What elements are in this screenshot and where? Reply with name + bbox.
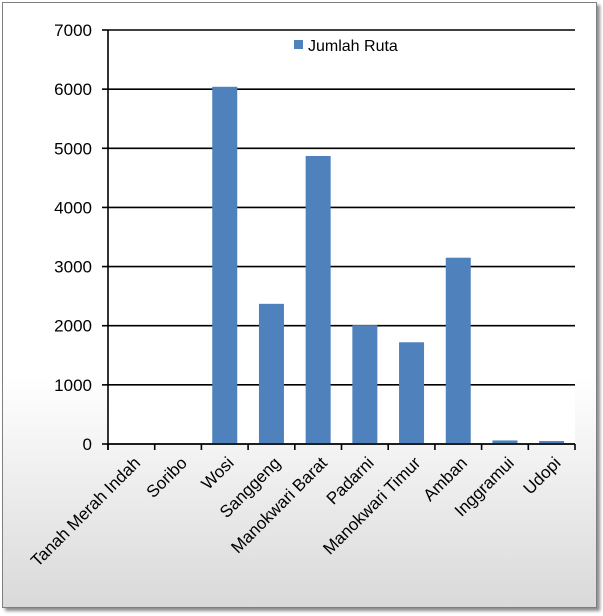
x-tick-label: Soribo: [143, 453, 191, 501]
bar: [305, 155, 331, 444]
y-tick-label: 3000: [54, 258, 92, 277]
x-tick-label: Wosi: [198, 453, 238, 493]
plot-background: [108, 30, 575, 444]
x-tick-label: Tanah Merah Indah: [27, 453, 144, 570]
plot-area: [108, 30, 575, 444]
legend-swatch: [294, 40, 303, 49]
bar-series: [108, 86, 575, 445]
bar: [399, 342, 425, 444]
y-tick-label: 7000: [54, 21, 92, 40]
y-axis-ticks: 0 1000 2000 3000 4000 5000 6000 7000: [54, 21, 92, 454]
y-tick-label: 6000: [54, 80, 92, 99]
bar: [445, 257, 471, 444]
bar: [212, 86, 238, 444]
y-tick-label: 5000: [54, 139, 92, 158]
legend-label: Jumlah Ruta: [308, 38, 398, 55]
y-tick-label: 0: [83, 435, 92, 454]
y-tick-label: 4000: [54, 198, 92, 217]
bar: [539, 441, 565, 444]
legend: Jumlah Ruta: [294, 38, 398, 55]
x-tick-label: Udopi: [520, 453, 565, 498]
y-tick-label: 1000: [54, 376, 92, 395]
y-tick-label: 2000: [54, 317, 92, 336]
bar: [352, 325, 378, 444]
bar: [258, 303, 284, 444]
bar: [492, 440, 518, 444]
